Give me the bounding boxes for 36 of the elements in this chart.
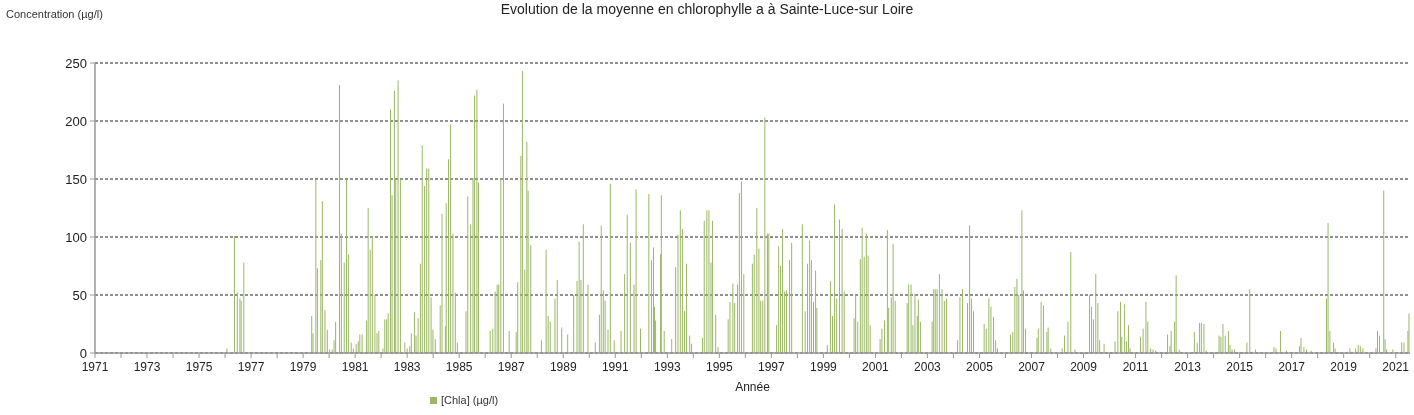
- x-tick-label: 1991: [601, 360, 629, 374]
- x-tick-label: 2017: [1278, 360, 1306, 374]
- y-tick-label: 50: [72, 287, 87, 303]
- y-tick-label: 150: [65, 171, 87, 187]
- x-tick-label: 2003: [914, 360, 942, 374]
- x-tick-label: 1977: [237, 360, 265, 374]
- x-tick-label: 2021: [1382, 360, 1410, 374]
- x-tick-label: 1979: [289, 360, 317, 374]
- x-tick-label: 2005: [966, 360, 994, 374]
- x-axis-title: Année: [735, 380, 771, 394]
- y-tick-label: 200: [65, 113, 87, 129]
- legend-label: [Chla] (µg/l): [441, 394, 499, 406]
- y-axis-title: Concentration (µg/l): [6, 8, 103, 20]
- x-tick-label: 1973: [133, 360, 161, 374]
- x-tick-label: 1971: [81, 360, 109, 374]
- x-tick-label: 1999: [810, 360, 838, 374]
- x-tick-label: 1981: [341, 360, 369, 374]
- x-tick-label: 1993: [653, 360, 681, 374]
- chart-title: Evolution de la moyenne en chlorophylle a à Sainte-Luce-sur Loire: [500, 1, 914, 17]
- x-tick-label: 2019: [1330, 360, 1358, 374]
- x-tick-label: 1997: [758, 360, 786, 374]
- x-tick-label: 2009: [1070, 360, 1098, 374]
- x-tick-label: 2013: [1174, 360, 1202, 374]
- y-tick-label: 250: [65, 55, 87, 71]
- x-tick-label: 1989: [549, 360, 577, 374]
- x-tick-label: 2011: [1122, 360, 1149, 374]
- x-tick-label: 2015: [1226, 360, 1254, 374]
- x-tick-label: 2001: [862, 360, 890, 374]
- y-tick-label: 0: [79, 345, 87, 361]
- x-tick-label: 1987: [497, 360, 525, 374]
- x-tick-label: 1995: [705, 360, 733, 374]
- y-tick-label: 100: [65, 229, 87, 245]
- x-tick-label: 2007: [1018, 360, 1046, 374]
- x-tick-label: 1985: [445, 360, 473, 374]
- x-tick-label: 1975: [185, 360, 213, 374]
- x-tick-label: 1983: [393, 360, 421, 374]
